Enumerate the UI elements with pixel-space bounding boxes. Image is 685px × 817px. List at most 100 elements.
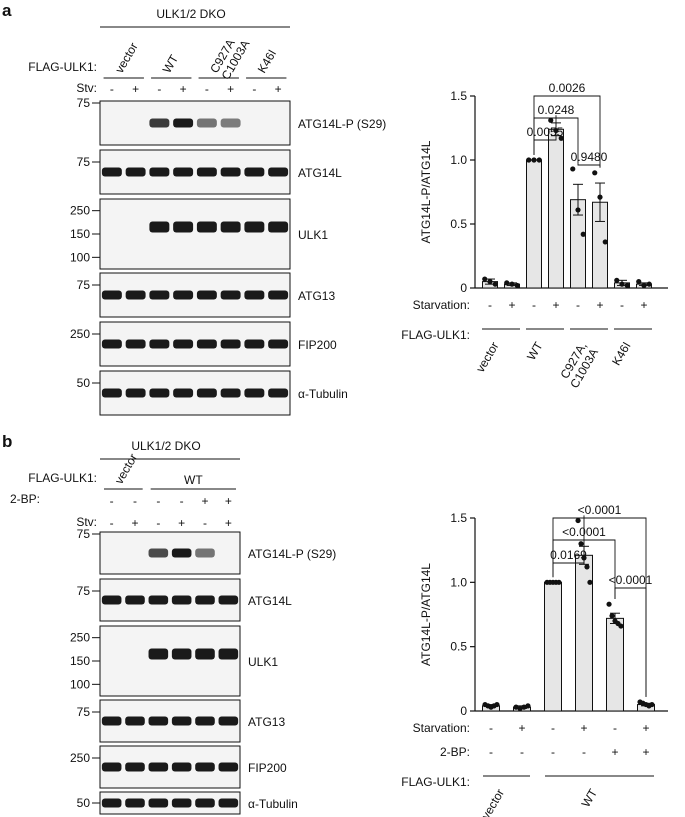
stv-sign: + [178, 516, 185, 530]
panel-b-flag-label: FLAG-ULK1: [28, 471, 97, 485]
panel-b-group-label: ULK1/2 DKO [131, 439, 200, 453]
group-header: WT [184, 473, 203, 487]
stv-sign: - [252, 82, 256, 96]
p-value-label: <0.0001 [609, 573, 653, 587]
row-label: 2-BP: [440, 745, 470, 759]
bp-sign: + [642, 745, 649, 759]
blot-band [268, 221, 289, 233]
blot-band [195, 798, 215, 808]
mw-marker: 75 [77, 155, 91, 169]
data-point [509, 281, 515, 287]
p-value-label: <0.0001 [562, 525, 606, 539]
blot-fip200: FIP200 250 [70, 321, 337, 367]
y-tick-label: 1.5 [450, 89, 467, 103]
blot-band [195, 548, 215, 558]
starvation-sign: + [596, 298, 603, 312]
blot-band [220, 290, 241, 300]
row-label: Starvation: [413, 721, 470, 735]
blot-atg13: ATG13 75 [77, 272, 335, 318]
bar [606, 617, 624, 712]
data-point [575, 207, 581, 213]
data-point [525, 703, 531, 709]
blot-band [218, 716, 239, 726]
blot-band [173, 339, 194, 349]
blot-band [171, 548, 192, 558]
starvation-sign: - [613, 721, 617, 735]
blot-band [101, 290, 122, 300]
blot-label: α-Tubulin [298, 387, 348, 401]
blot-band [171, 762, 192, 772]
blot-label: ULK1 [248, 655, 278, 669]
bp-sign: - [520, 745, 524, 759]
blot-band [125, 339, 146, 349]
data-point [492, 281, 498, 287]
blot-label: ATG14L-P (S29) [298, 117, 386, 131]
y-axis-label: ATG14L-P/ATG14L [419, 563, 433, 666]
blot-band [268, 290, 289, 300]
starvation-sign: - [576, 298, 580, 312]
bp-sign: - [180, 494, 184, 508]
panel-b-stv-label: Stv: [76, 515, 97, 529]
panel-b-signs: - - - - + + - + - + - + [110, 494, 232, 530]
data-point [618, 623, 624, 629]
mw-marker: 250 [70, 204, 90, 218]
panel-b-blots: ATG14L-P (S29) 75 ATG14L 75 ULK1 250 150 100 ATG… [70, 527, 336, 815]
blot-atg13: ATG13 75 [77, 699, 285, 743]
data-point [614, 277, 620, 283]
blot-atg14l-p-s29-: ATG14L-P (S29) 75 [77, 527, 336, 575]
blot-band [101, 339, 122, 349]
p-value-label: 0.9480 [571, 150, 608, 164]
blot-band [125, 798, 145, 808]
data-point [636, 279, 642, 285]
blot-band [220, 221, 241, 233]
blot-label: ATG13 [298, 289, 335, 303]
blot--tubulin: α-Tubulin 50 [77, 370, 348, 416]
data-point [517, 705, 523, 712]
blot-ulk1: ULK1 250 150 100 [70, 625, 278, 697]
blot-frame [99, 745, 241, 789]
blot-band [218, 648, 239, 660]
blot-band [218, 762, 239, 772]
y-tick-label: 0.5 [450, 217, 467, 231]
panel-b-letter: b [2, 432, 12, 451]
y-tick-label: 0 [460, 704, 467, 718]
blot-band [148, 762, 169, 772]
blot-band [220, 118, 241, 128]
stv-sign: - [157, 82, 161, 96]
data-point [570, 166, 576, 172]
blot-frame [99, 100, 291, 146]
mw-marker: 100 [70, 677, 90, 691]
blot-band [101, 388, 122, 398]
blot-ulk1: ULK1 250 150 100 [70, 198, 328, 270]
mw-marker: 150 [70, 227, 90, 241]
y-tick-label: 0.5 [450, 640, 467, 654]
blot-band [196, 388, 217, 398]
blot-band [196, 118, 217, 128]
blot-band [244, 290, 265, 300]
data-point [619, 281, 625, 287]
blot-label: FIP200 [298, 338, 337, 352]
blot-band [173, 167, 194, 177]
group-label: vector [479, 787, 507, 817]
blot-label: ATG13 [248, 715, 285, 729]
group-header: vector [112, 40, 140, 75]
blot-band [148, 648, 169, 660]
blot-band [268, 167, 289, 177]
starvation-sign: + [642, 721, 649, 735]
starvation-sign: - [551, 721, 555, 735]
blot-band [125, 716, 145, 726]
data-point [575, 517, 581, 524]
data-point [597, 194, 603, 200]
data-point [646, 281, 652, 287]
stv-sign: - [110, 516, 114, 530]
bar [575, 554, 593, 712]
blot-band [244, 167, 265, 177]
blot-label: ULK1 [298, 228, 328, 242]
panel-a-chart: 0 0.5 1.0 1.5 ATG14L-P/ATG14L 0.0055 0.0248 0.0… [401, 81, 668, 391]
data-point [592, 170, 598, 176]
blot-frame [99, 198, 291, 270]
blot-band [101, 798, 122, 808]
blot-band [244, 339, 265, 349]
stv-sign: + [180, 82, 187, 96]
